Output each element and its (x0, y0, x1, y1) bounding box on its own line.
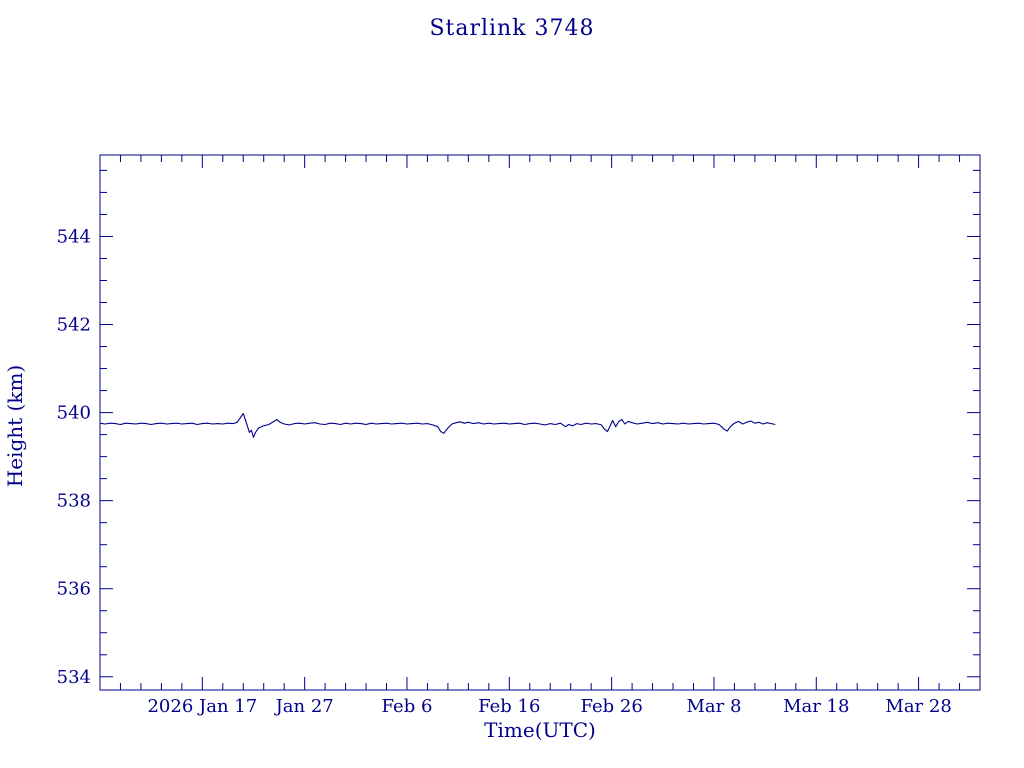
x-tick-label: Mar 28 (885, 696, 951, 717)
x-tick-label: Mar 18 (783, 696, 849, 717)
y-tick-label: 544 (57, 226, 91, 247)
chart-title: Starlink 3748 (429, 16, 595, 41)
y-tick-label: 536 (57, 579, 91, 600)
y-tick-label: 538 (57, 491, 91, 512)
y-tick-label: 534 (57, 667, 91, 688)
plot-border (99, 154, 981, 691)
y-tick-label: 540 (57, 403, 91, 424)
x-tick-label: Mar 8 (686, 696, 741, 717)
height-series-line (99, 412, 776, 438)
y-axis-label: Height (km) (3, 364, 27, 488)
y-tick-label: 542 (57, 315, 91, 336)
x-tick-label: Feb 6 (382, 696, 433, 717)
x-tick-label: Feb 16 (478, 696, 540, 717)
x-tick-label: 2026 Jan 17 (147, 696, 257, 717)
x-tick-label: Jan 27 (274, 696, 334, 717)
x-tick-label: Feb 26 (580, 696, 642, 717)
x-axis-label: Time(UTC) (484, 718, 596, 742)
